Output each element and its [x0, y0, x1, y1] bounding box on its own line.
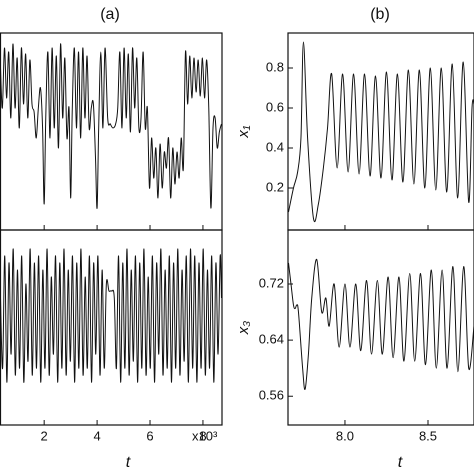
y-tick-label: 0.56 — [259, 388, 284, 403]
x-tick-label: 4 — [93, 428, 100, 443]
x-tick-label: 8.5 — [419, 428, 437, 443]
x-axis-label: t — [126, 454, 131, 471]
x-tick-label: 8 — [199, 428, 206, 443]
y-tick-label: 0.72 — [259, 275, 284, 290]
series-line — [288, 258, 474, 391]
series-line — [0, 248, 222, 383]
y-axis-label: x₃ — [235, 321, 252, 336]
plot-frame — [287, 32, 474, 231]
plot-frame — [0, 32, 223, 231]
x-tick-label: 6 — [146, 428, 153, 443]
y-tick-label: 0.64 — [259, 332, 284, 347]
panel-title: (b) — [370, 6, 390, 23]
y-tick-label: 0.6 — [266, 99, 284, 114]
x-axis-label: t — [398, 454, 403, 471]
y-tick-label: 0.8 — [266, 59, 284, 74]
y-tick-label: 0.2 — [266, 179, 284, 194]
series-line — [288, 41, 474, 223]
plot-frame — [0, 229, 223, 426]
series-line — [0, 43, 222, 209]
x-tick-label: 8.0 — [336, 428, 354, 443]
y-tick-label: 0.4 — [266, 139, 284, 154]
x-scale-label: x10³ — [192, 428, 218, 443]
plot-frame — [287, 229, 474, 426]
y-axis-label: x₁ — [235, 125, 252, 139]
x-tick-label: 2 — [41, 428, 48, 443]
panel-title: (a) — [100, 6, 120, 23]
